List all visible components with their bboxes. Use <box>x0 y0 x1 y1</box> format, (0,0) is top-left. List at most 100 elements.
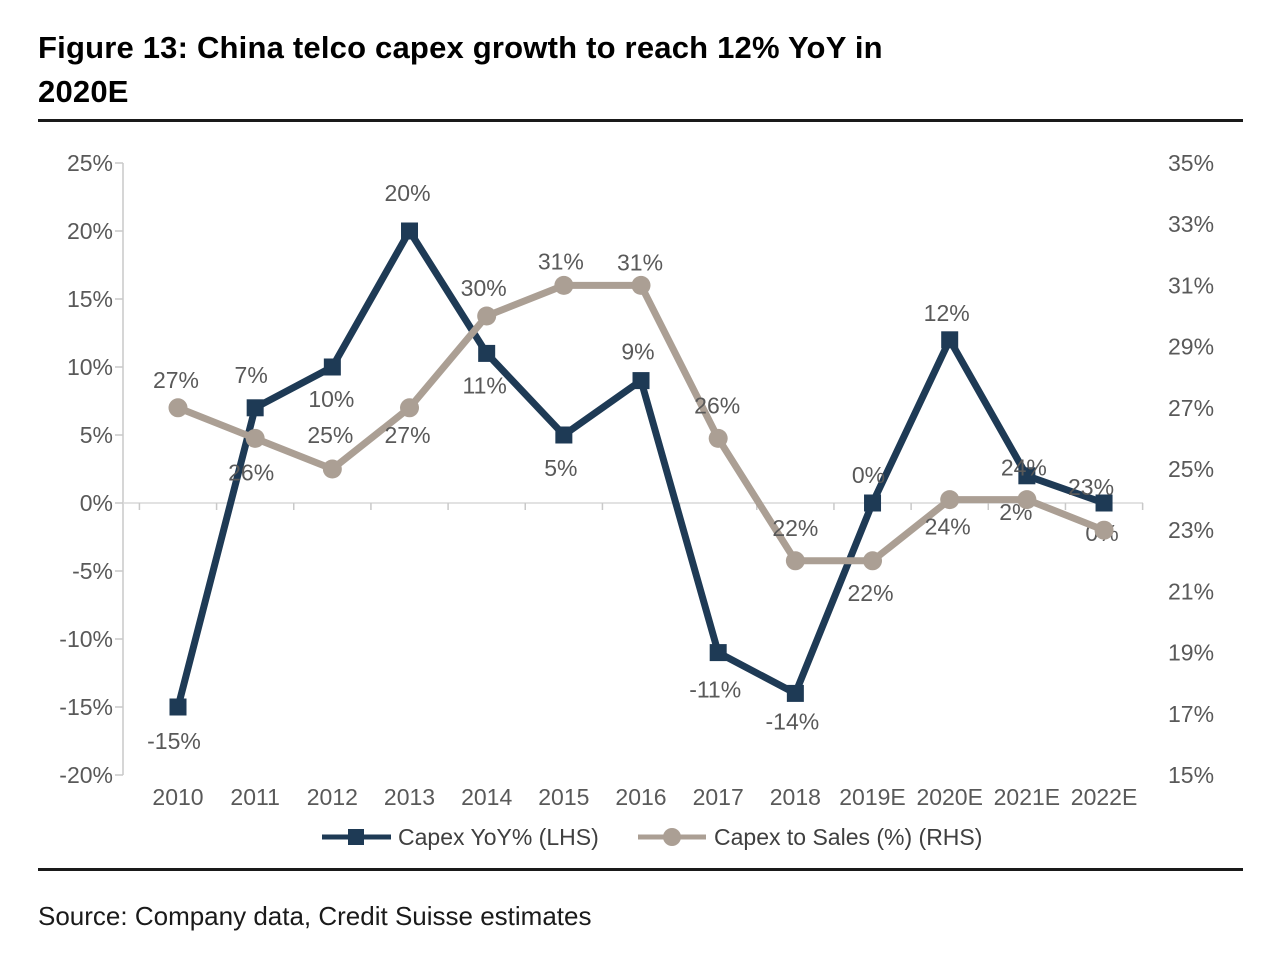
capex-to-sales-data-label: 31% <box>617 249 663 275</box>
capex-yoy-data-label: 7% <box>235 362 268 388</box>
x-axis-label: 2019E <box>839 784 906 810</box>
capex-yoy-marker <box>632 372 650 390</box>
capex-yoy-data-label: 10% <box>308 386 354 412</box>
capex-yoy-data-label: -14% <box>766 708 820 734</box>
right-axis-tick-label: 31% <box>1168 272 1214 298</box>
legend-square-marker <box>348 829 364 845</box>
capex-to-sales-data-label: 22% <box>772 515 818 541</box>
capex-to-sales-marker <box>477 306 497 326</box>
capex-yoy-data-label: 11% <box>463 372 507 398</box>
capex-yoy-marker <box>941 331 959 349</box>
capex-yoy-marker <box>864 494 882 512</box>
capex-to-sales-marker <box>554 275 574 295</box>
legend-label: Capex to Sales (%) (RHS) <box>714 824 982 850</box>
capex-yoy-data-label: 9% <box>621 339 654 365</box>
capex-to-sales-marker <box>708 428 728 448</box>
bottom-divider <box>38 868 1243 871</box>
x-axis-label: 2017 <box>693 784 744 810</box>
right-axis-tick-label: 25% <box>1168 456 1214 482</box>
legend: Capex YoY% (LHS) Capex to Sales (%) (RHS) <box>322 824 982 850</box>
x-axis-label: 2016 <box>615 784 666 810</box>
capex-yoy-marker <box>555 426 573 444</box>
right-axis-tick-label: 27% <box>1168 395 1214 421</box>
capex-yoy-data-label: -15% <box>147 728 201 754</box>
title-divider <box>38 119 1243 122</box>
capex-to-sales-data-label: 27% <box>153 367 199 393</box>
right-axis-tick-label: 29% <box>1168 334 1214 360</box>
left-axis-tick-label: 20% <box>67 218 113 244</box>
series-capex-to-sales-rhs: 27% 26% 25% 27% 30% 31% 31% 26% 22% 22% 24% 24% 23% <box>153 248 1114 605</box>
capex-to-sales-marker <box>400 398 420 418</box>
legend-label: Capex YoY% (LHS) <box>398 824 599 850</box>
capex-to-sales-data-label: 24% <box>925 514 971 540</box>
capex-yoy-marker <box>709 644 727 662</box>
left-axis-tick-label: 10% <box>67 354 113 380</box>
capex-yoy-marker <box>401 222 419 240</box>
capex-to-sales-data-label: 27% <box>384 422 430 448</box>
capex-to-sales-marker <box>863 551 883 571</box>
left-axis-tick-label: -15% <box>59 694 113 720</box>
right-axis-tick-label: 35% <box>1168 150 1214 176</box>
capex-to-sales-data-label: 22% <box>848 580 894 606</box>
series-capex-yoy-lhs: -15%7%10%20%11%5%9%-11%-14%0%12%2%0% <box>147 180 1119 754</box>
capex-yoy-marker <box>786 684 804 702</box>
legend-item-capex-yoy: Capex YoY% (LHS) <box>322 824 599 850</box>
capex-yoy-data-label: 5% <box>544 455 577 481</box>
capex-yoy-marker <box>246 399 264 417</box>
capex-to-sales-marker <box>322 459 342 479</box>
x-axis-label: 2015 <box>538 784 589 810</box>
right-axis-tick-label: 19% <box>1168 640 1214 666</box>
x-axis-label: 2013 <box>384 784 435 810</box>
legend-item-capex-to-sales: Capex to Sales (%) (RHS) <box>638 824 982 850</box>
capex-to-sales-data-label: 26% <box>228 459 274 485</box>
right-axis-tick-label: 33% <box>1168 211 1214 237</box>
x-axis-label: 2010 <box>152 784 203 810</box>
right-axis-tick-label: 23% <box>1168 517 1214 543</box>
left-axis-tick-label: -20% <box>59 762 113 788</box>
capex-to-sales-marker <box>631 275 651 295</box>
figure-title-line-1: Figure 13: China telco capex growth to r… <box>38 30 883 65</box>
left-axis-tick-label: -5% <box>72 558 113 584</box>
right-axis-tick-label: 17% <box>1168 701 1214 727</box>
capex-to-sales-data-label: 24% <box>1001 455 1047 481</box>
x-axis: 2010 2011 2012 2013 2014 2015 2016 2017 2018 2019… <box>123 502 1144 810</box>
x-axis-label: 2018 <box>770 784 821 810</box>
capex-yoy-marker <box>1018 467 1036 485</box>
left-axis-tick-label: 5% <box>80 422 113 448</box>
left-axis-tick-label: 15% <box>67 286 113 312</box>
figure-title: Figure 13: China telco capex growth to r… <box>38 26 1243 114</box>
left-axis-tick-label: 25% <box>67 150 113 176</box>
x-axis-label: 2020E <box>916 784 983 810</box>
capex-to-sales-data-label: 25% <box>307 422 353 448</box>
capex-yoy-data-label: 12% <box>924 300 970 326</box>
capex-to-sales-marker <box>168 398 188 418</box>
x-axis-label: 2021E <box>994 784 1061 810</box>
x-axis-label: 2011 <box>230 784 279 810</box>
left-axis-tick-label: -10% <box>59 626 113 652</box>
source-note: Source: Company data, Credit Suisse esti… <box>38 901 592 931</box>
capex-to-sales-marker <box>1017 490 1037 510</box>
right-axis: 35% 33% 31% 29% 27% 25% 23% 21% 19% 17% 15% <box>1168 150 1214 788</box>
x-axis-label: 2012 <box>307 784 358 810</box>
capex-to-sales-marker <box>245 428 265 448</box>
capex-yoy-data-label: -11% <box>689 677 741 703</box>
left-axis-tick-label: 0% <box>80 490 113 516</box>
left-axis: 25% 20% 15% 10% 5% 0% -5% -10% -15% -20% <box>59 150 124 788</box>
capex-to-sales-data-label: 26% <box>694 392 740 418</box>
capex-yoy-marker <box>323 358 341 376</box>
capex-to-sales-marker <box>1094 520 1114 540</box>
legend-circle-marker <box>663 828 681 846</box>
capex-yoy-marker <box>1095 494 1113 512</box>
capex-to-sales-marker <box>785 551 805 571</box>
capex-to-sales-marker <box>940 490 960 510</box>
capex-yoy-data-label: 0% <box>852 462 885 488</box>
capex-to-sales-data-label: 31% <box>538 248 584 274</box>
x-axis-label: 2022E <box>1071 784 1138 810</box>
capex-to-sales-data-label: 30% <box>461 275 507 301</box>
capex-yoy-marker <box>169 698 187 716</box>
right-axis-tick-label: 15% <box>1168 762 1214 788</box>
x-axis-label: 2014 <box>461 784 512 810</box>
capex-yoy-marker <box>478 344 496 362</box>
